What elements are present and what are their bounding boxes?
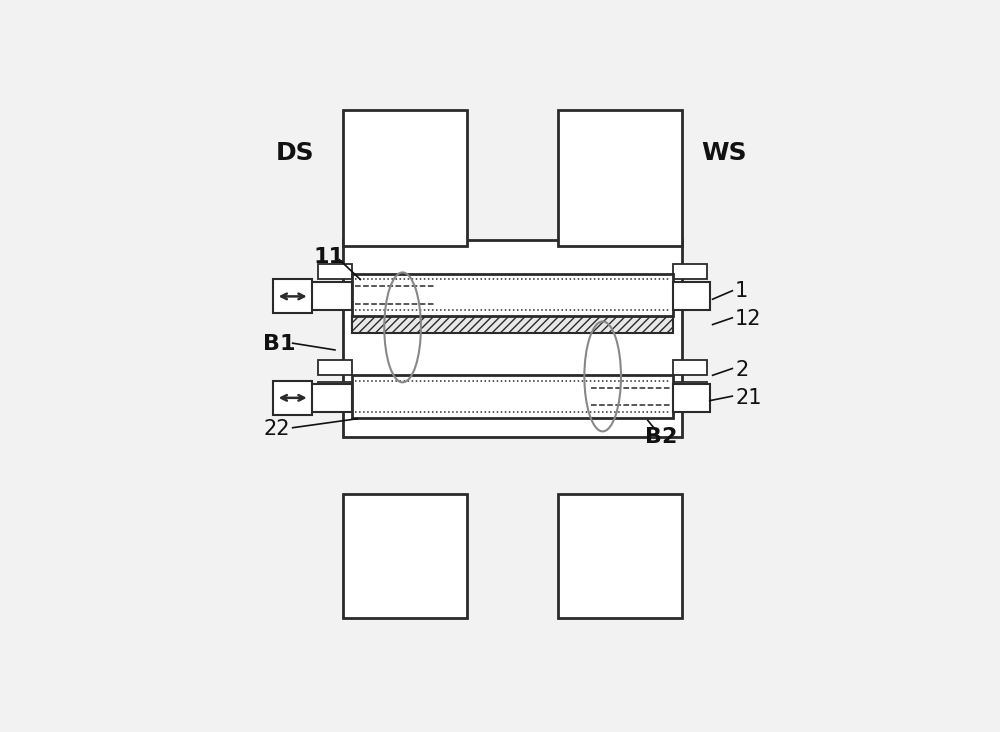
Bar: [318, 286, 352, 302]
Bar: [318, 382, 352, 398]
Text: 1: 1: [735, 281, 748, 301]
Bar: [352, 316, 673, 333]
Bar: [343, 111, 467, 246]
Bar: [558, 493, 682, 618]
Text: DS: DS: [276, 141, 315, 165]
Bar: [273, 280, 312, 313]
Bar: [352, 376, 673, 417]
Text: B2: B2: [645, 427, 677, 447]
Text: 12: 12: [735, 309, 762, 329]
Bar: [343, 493, 467, 618]
Bar: [558, 111, 682, 246]
Bar: [673, 286, 707, 302]
Bar: [343, 240, 682, 437]
Text: 22: 22: [263, 419, 290, 439]
Bar: [673, 382, 707, 398]
Text: 2: 2: [735, 359, 748, 380]
Text: 11: 11: [314, 247, 345, 267]
Bar: [318, 264, 352, 280]
Bar: [673, 283, 710, 310]
Bar: [673, 384, 710, 412]
Bar: [318, 359, 352, 376]
Bar: [310, 384, 352, 412]
Text: WS: WS: [701, 141, 747, 165]
Text: 21: 21: [735, 388, 762, 408]
Bar: [310, 283, 352, 310]
Bar: [273, 381, 312, 415]
Bar: [352, 274, 673, 316]
Text: B1: B1: [263, 335, 296, 354]
Bar: [673, 359, 707, 376]
Bar: [673, 264, 707, 280]
